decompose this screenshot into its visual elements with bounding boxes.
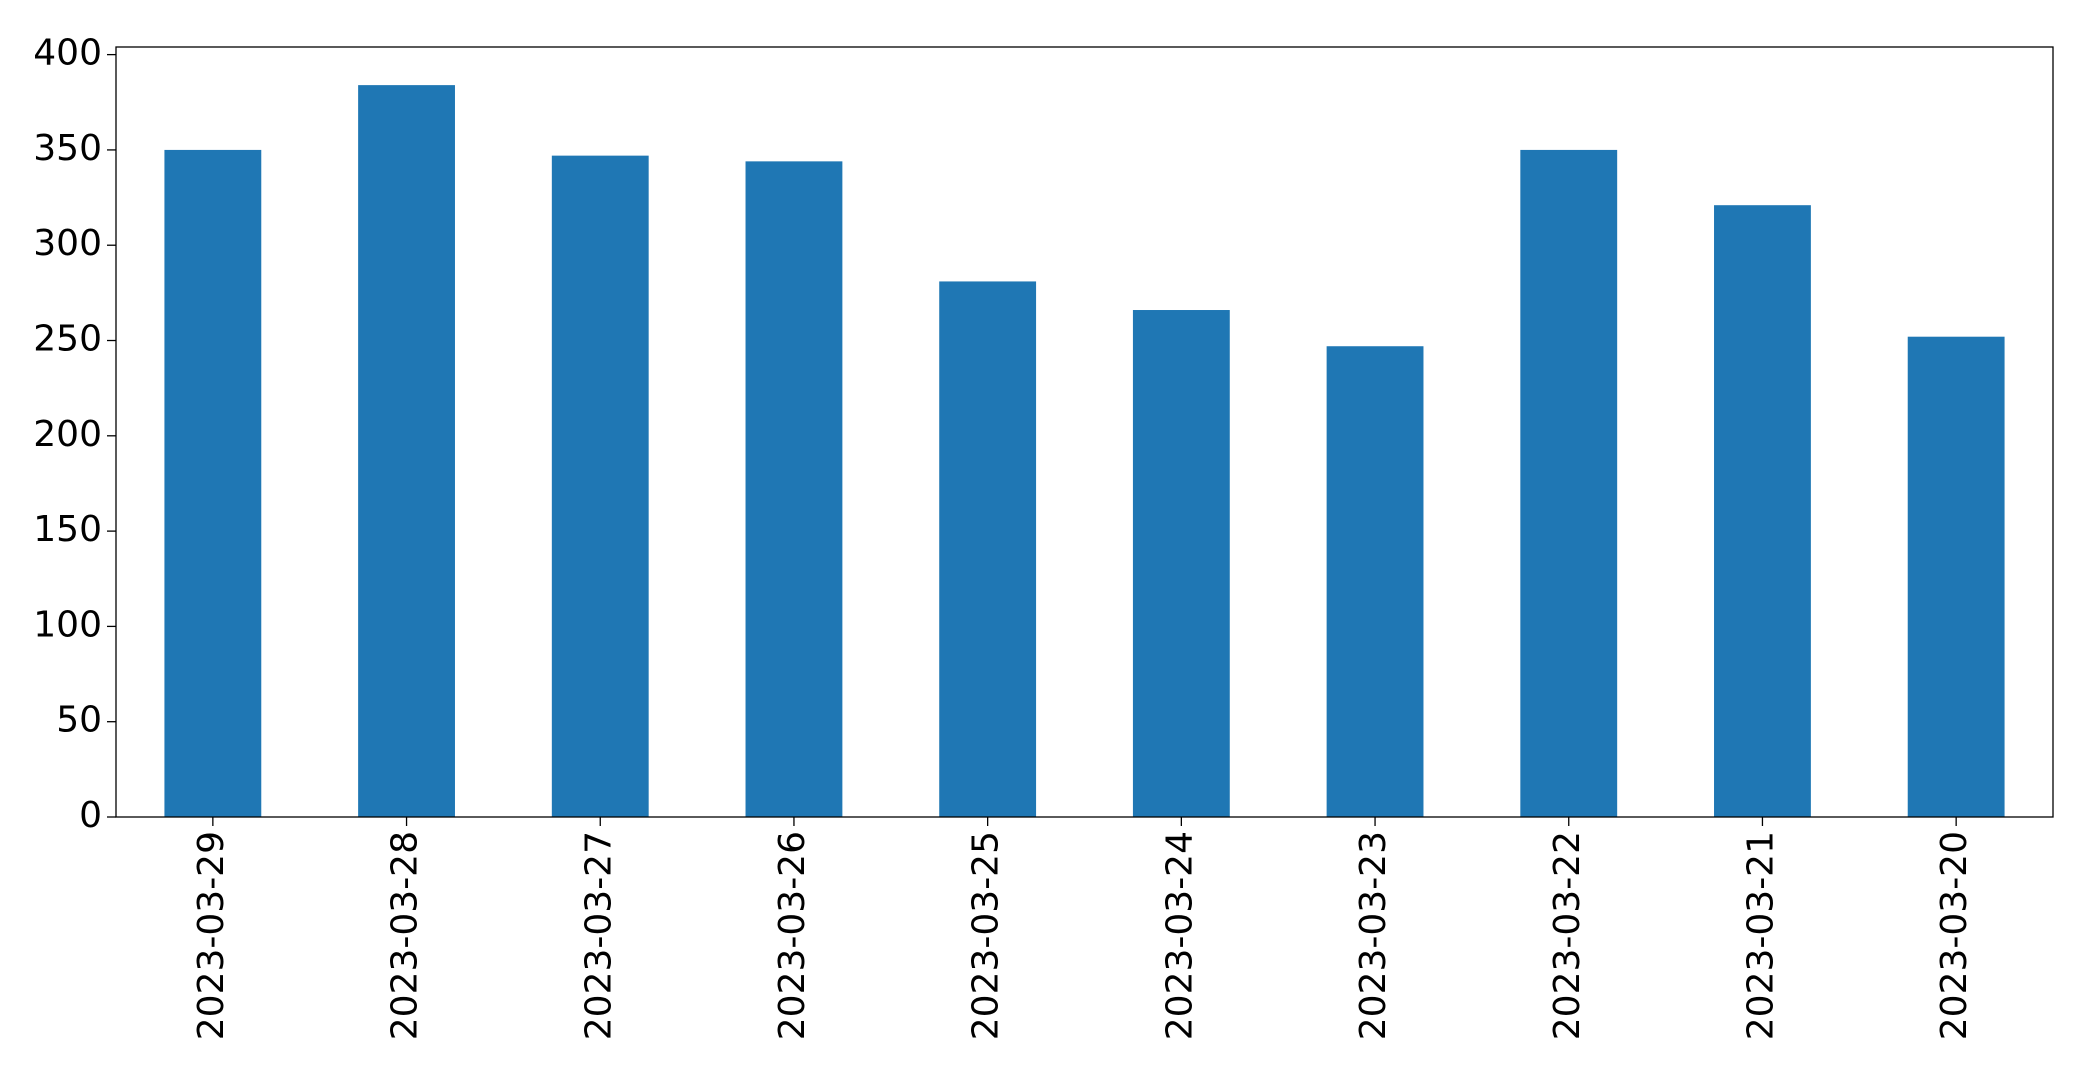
bar	[358, 85, 455, 817]
y-tick-label: 350	[33, 128, 102, 169]
bar	[1520, 149, 1618, 818]
x-tick-label: 2023-03-25	[966, 831, 1007, 1040]
x-tick-label: 2023-03-29	[191, 831, 232, 1040]
x-tick-label: 2023-03-21	[1740, 831, 1781, 1040]
y-tick-label: 200	[33, 414, 102, 455]
x-tick-label: 2023-03-28	[385, 831, 426, 1040]
bar	[745, 161, 843, 817]
y-tick-label: 250	[33, 319, 102, 360]
y-tick-label: 50	[56, 700, 102, 741]
bar	[1132, 310, 1230, 817]
x-tick-label: 2023-03-27	[578, 831, 619, 1040]
bar	[939, 281, 1037, 818]
x-tick-label: 2023-03-24	[1159, 831, 1200, 1040]
bar	[1326, 346, 1424, 817]
y-tick-label: 300	[33, 223, 102, 264]
bar	[1714, 205, 1811, 818]
y-tick-label: 400	[33, 33, 102, 74]
y-tick-label: 100	[33, 604, 102, 645]
x-tick-label: 2023-03-23	[1353, 831, 1394, 1040]
axes-frame	[115, 46, 2054, 818]
bar	[164, 149, 262, 818]
y-tick-label: 150	[33, 509, 102, 550]
x-tick-label: 2023-03-22	[1547, 831, 1588, 1040]
bar	[551, 155, 649, 817]
y-tick-label: 0	[79, 795, 102, 836]
x-tick-label: 2023-03-20	[1934, 831, 1975, 1040]
bar	[1907, 336, 2005, 817]
x-tick-label: 2023-03-26	[772, 831, 813, 1040]
